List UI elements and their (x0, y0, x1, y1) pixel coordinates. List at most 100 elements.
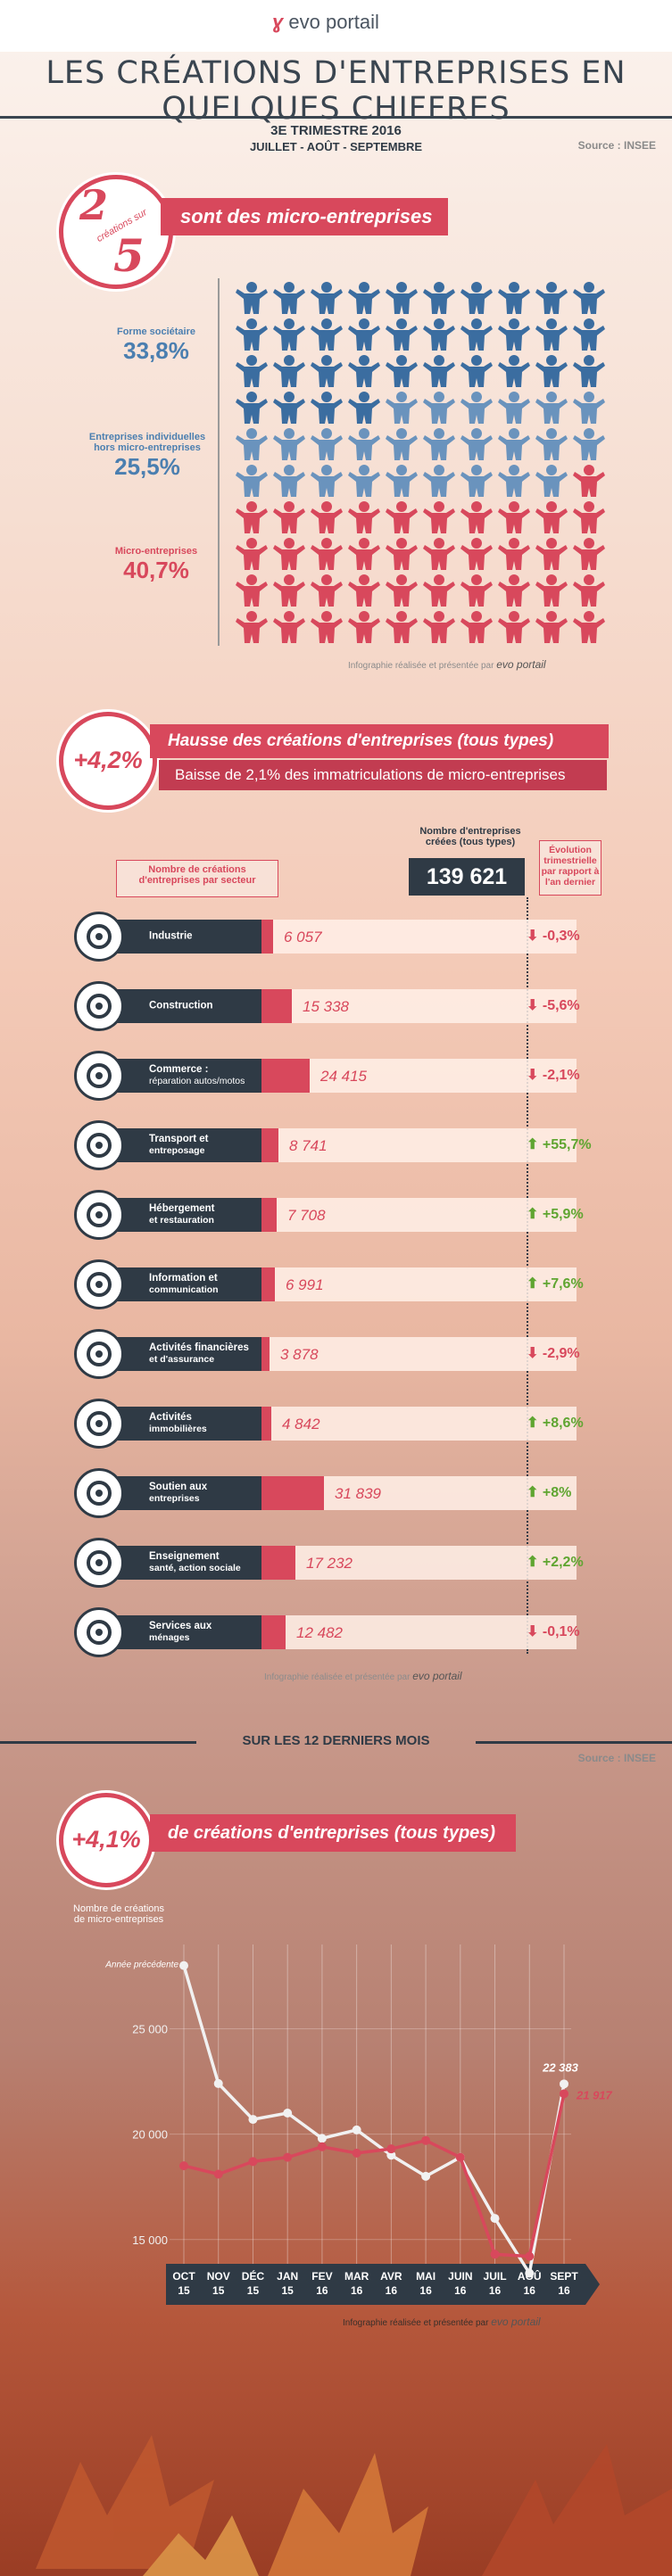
person-figure (386, 355, 418, 387)
sector-bar (261, 1546, 295, 1580)
arrow-down-icon: ⬇ (527, 998, 543, 1013)
arrow-up-icon: ⬆ (527, 1416, 543, 1431)
person-figure (348, 611, 380, 643)
x-tick-year: 16 (386, 2284, 398, 2297)
series-line (183, 2093, 566, 2258)
person-figure (236, 355, 268, 387)
person-figure (311, 538, 343, 570)
person-figure (311, 501, 343, 533)
person-figure (236, 574, 268, 607)
x-tick-label: OCT (172, 2270, 195, 2283)
x-tick-label: FEV (311, 2270, 332, 2283)
person-figure (573, 355, 605, 387)
person-figure (273, 574, 305, 607)
person-figure (535, 611, 568, 643)
sector-label: Soutien aux (149, 1482, 208, 1492)
group-entreprises-individuelles: Entreprises individuelles hors micro-ent… (80, 432, 214, 481)
person-figure (311, 318, 343, 351)
sector-label: Enseignement (149, 1551, 220, 1562)
ratio-numerator: 2 (79, 181, 109, 229)
series-point (317, 2142, 327, 2151)
monthly-badge-value: +4,1% (71, 1826, 141, 1853)
x-tick-label: DÉC (242, 2269, 265, 2283)
person-figure (386, 611, 418, 643)
arrow-down-icon: ⬇ (527, 1624, 543, 1639)
ratio-badge: 2 créations sur 5 (59, 175, 173, 289)
person-figure (535, 538, 568, 570)
sector-value: 3 878 (280, 1346, 319, 1363)
sector-label-block: Hébergement et restauration (110, 1198, 261, 1232)
x-tick-label: SEPT (550, 2270, 578, 2283)
person-figure (573, 465, 605, 497)
series-point (317, 2134, 327, 2143)
x-tick-year: 16 (351, 2284, 363, 2297)
x-tick-year: 16 (489, 2284, 502, 2297)
header-bar (0, 0, 672, 52)
person-figure (311, 428, 343, 460)
evolution-value: -5,6% (542, 998, 580, 1013)
series-point (421, 2135, 431, 2145)
growth-badge: +4,2% (59, 712, 157, 810)
x-tick-label: JUIN (448, 2270, 472, 2283)
sector-label-block: Soutien aux entreprises (110, 1476, 261, 1510)
sector-evolution: ⬇ -2,9% (527, 1344, 580, 1362)
person-figure (348, 392, 380, 424)
arrow-up-icon: ⬆ (527, 1276, 543, 1292)
person-figure (535, 501, 568, 533)
series-point (213, 2169, 223, 2179)
group-value: 40,7% (123, 557, 189, 583)
person-figure (535, 355, 568, 387)
person-figure (535, 282, 568, 314)
series-line (182, 1965, 566, 2278)
person-figure (273, 611, 305, 643)
period-months: JUILLET - AOÛT - SEPTEMBRE (249, 140, 423, 153)
sector-sublabel: réparation autos/motos (149, 1076, 245, 1086)
evolution-value: -0,3% (542, 929, 580, 944)
logo-text: evo portail (288, 11, 379, 33)
cutlery-icon (74, 1190, 124, 1240)
arrow-up-icon: ⬆ (527, 1485, 543, 1500)
arrow-up-icon: ⬆ (527, 1555, 543, 1570)
house-icon (74, 1399, 124, 1449)
source-note: Source : INSEE (577, 139, 656, 152)
x-tick-year: 16 (419, 2284, 432, 2297)
person-figure (386, 392, 418, 424)
person-figure (311, 465, 343, 497)
credit-text: Infographie réalisée et présentée par (348, 661, 494, 671)
sector-label-block: Enseignement santé, action sociale (110, 1546, 261, 1580)
person-figure (423, 282, 455, 314)
person-figure (423, 465, 455, 497)
growth-value: +4,2% (73, 747, 143, 773)
person-figure (423, 392, 455, 424)
person-figure (498, 465, 530, 497)
data-label: 21 917 (576, 2088, 613, 2101)
sector-evolution: ⬆ +2,2% (527, 1553, 584, 1571)
person-figure (348, 501, 380, 533)
series-point (179, 1961, 188, 1970)
sector-evolution: ⬇ -5,6% (527, 996, 580, 1014)
sector-bar (261, 1198, 277, 1232)
person-figure (348, 428, 380, 460)
series-point (490, 2250, 500, 2259)
sector-value: 4 842 (282, 1416, 320, 1432)
person-figure (423, 501, 455, 533)
growth-subline: Baisse de 2,1% des immatriculations de m… (159, 760, 607, 790)
person-figure (236, 501, 268, 533)
person-figure (460, 611, 493, 643)
micro-ribbon: sont des micro-entreprises (161, 198, 448, 235)
person-figure (423, 428, 455, 460)
evolution-label: Évolution trimestrielle par rapport à l'… (539, 840, 601, 896)
evolution-value: -0,1% (542, 1624, 580, 1639)
crane-icon (74, 981, 124, 1031)
arrow-down-icon: ⬇ (527, 929, 543, 944)
sector-label-block: Activités financières et d'assurance (110, 1337, 261, 1371)
person-figure (498, 611, 530, 643)
monthly-headline: de créations d'entreprises (tous types) (150, 1814, 516, 1852)
evolution-value: +5,9% (542, 1207, 584, 1222)
credit-brand: evo portail (496, 658, 546, 671)
person-figure (573, 282, 605, 314)
evolution-value: +8% (542, 1485, 572, 1500)
title-divider (0, 116, 672, 119)
person-figure (311, 355, 343, 387)
sector-row: Hébergement et restauration 7 708 (74, 1190, 577, 1240)
